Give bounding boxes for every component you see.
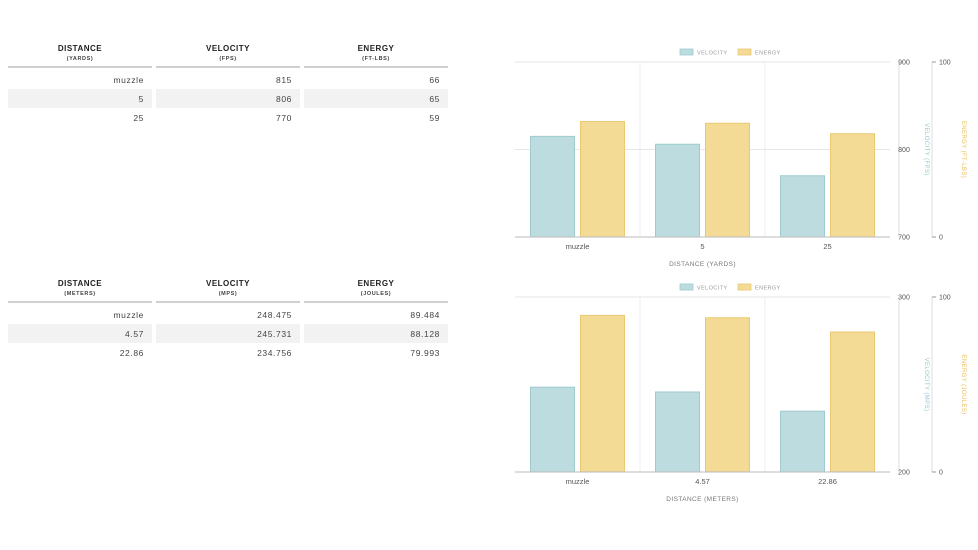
table-cell: 248.475: [257, 309, 292, 320]
table-row: muzzle 815 66: [8, 68, 448, 89]
energy-tick-label: 0: [939, 235, 943, 242]
legend-label-energy: ENERGY: [755, 51, 781, 57]
table-cell: 22.86: [119, 347, 144, 358]
legend: VELOCITY ENERGY: [679, 48, 781, 57]
table-cell: 88.128: [304, 324, 448, 343]
legend-label-velocity: VELOCITY: [697, 286, 727, 292]
bar-velocity: [780, 175, 825, 238]
bar-energy: [830, 133, 875, 238]
bar-velocity: [530, 135, 575, 238]
energy-axis-title: ENERGY (JOULES): [960, 354, 966, 414]
x-axis-title: DISTANCE (METERS): [666, 496, 738, 503]
table-row: 5 806 65: [8, 89, 448, 108]
velocity-tick-label: 900: [898, 60, 910, 67]
legend: VELOCITY ENERGY: [679, 283, 781, 292]
column-header-velocity: VELOCITY (MPS): [156, 279, 300, 303]
table-cell: 245.731: [156, 324, 300, 343]
column-header-velocity: VELOCITY (FPS): [156, 44, 300, 68]
x-tick-label: 4.57: [695, 477, 710, 486]
legend-swatch-energy: [737, 283, 752, 291]
velocity-axis-title: VELOCITY (MPS): [923, 358, 929, 412]
legend-swatch-velocity: [679, 48, 694, 56]
data-table: DISTANCE (METERS) VELOCITY (MPS) ENERGY (JO…: [4, 279, 452, 362]
x-axis-title: DISTANCE (YARDS): [669, 261, 736, 268]
chart-yards: VELOCITY ENERGY muzzle 5 25 700 800 900 VELOCITY…: [490, 40, 978, 270]
legend-swatch-velocity: [679, 283, 694, 291]
table-cell: 770: [276, 112, 292, 123]
chart-meters: VELOCITY ENERGY muzzle 4.57 22.86 200 300 VELOC…: [490, 275, 978, 505]
velocity-tick-label: 300: [898, 295, 910, 302]
table-cell: 65: [304, 89, 448, 108]
bar-chart-svg: VELOCITY ENERGY muzzle 5 25 700 800 900 VELOCITY…: [515, 48, 966, 268]
table-row: 4.57 245.731 88.128: [8, 324, 448, 343]
bar-velocity: [655, 143, 700, 238]
bar-energy: [580, 121, 625, 238]
table-cell: 66: [429, 74, 440, 85]
column-header-distance: DISTANCE (YARDS): [8, 44, 152, 68]
legend-label-energy: ENERGY: [755, 286, 781, 292]
bar-energy: [580, 314, 625, 473]
table-cell: 4.57: [8, 324, 152, 343]
bar-energy: [705, 317, 750, 473]
bar-velocity: [780, 410, 825, 473]
table-header-row: DISTANCE (METERS) VELOCITY (MPS) ENERGY (JO…: [8, 279, 448, 303]
bar-energy: [705, 122, 750, 238]
x-tick-label: 22.86: [818, 477, 837, 486]
table-cell: 806: [156, 89, 300, 108]
bar-chart-svg: VELOCITY ENERGY muzzle 4.57 22.86 200 300 VELOC…: [515, 283, 966, 503]
ballistics-table-meters: DISTANCE (METERS) VELOCITY (MPS) ENERGY (JO…: [8, 279, 448, 362]
table-cell: muzzle: [113, 74, 144, 85]
table-cell: 25: [133, 112, 144, 123]
energy-tick-label: 100: [939, 60, 951, 67]
table-header-row: DISTANCE (YARDS) VELOCITY (FPS) ENERGY (FT-…: [8, 44, 448, 68]
bar-energy: [830, 331, 875, 473]
table-cell: 59: [429, 112, 440, 123]
energy-axis-title: ENERGY (FT-LBS): [960, 121, 966, 178]
table-row: muzzle 248.475 89.484: [8, 303, 448, 324]
velocity-axis-title: VELOCITY (FPS): [923, 123, 929, 176]
legend-swatch-energy: [737, 48, 752, 56]
velocity-tick-label: 200: [898, 470, 910, 477]
x-tick-label: 5: [700, 242, 704, 251]
bar-velocity: [655, 391, 700, 473]
velocity-tick-label: 800: [898, 147, 910, 154]
velocity-tick-label: 700: [898, 235, 910, 242]
table-cell: 5: [8, 89, 152, 108]
table-cell: 234.756: [257, 347, 292, 358]
energy-tick-label: 100: [939, 295, 951, 302]
table-row: 25 770 59: [8, 108, 448, 127]
column-header-distance: DISTANCE (METERS): [8, 279, 152, 303]
table-cell: muzzle: [113, 309, 144, 320]
bar-velocity: [530, 386, 575, 473]
table-row: 22.86 234.756 79.993: [8, 343, 448, 362]
ballistics-table-yards: DISTANCE (YARDS) VELOCITY (FPS) ENERGY (FT-…: [8, 44, 448, 127]
table-cell: 79.993: [410, 347, 440, 358]
column-header-energy: ENERGY (JOULES): [304, 279, 448, 303]
column-header-energy: ENERGY (FT-LBS): [304, 44, 448, 68]
x-tick-label: muzzle: [566, 477, 590, 486]
x-tick-label: muzzle: [566, 242, 590, 251]
table-cell: 815: [276, 74, 292, 85]
table-cell: 89.484: [410, 309, 440, 320]
energy-tick-label: 0: [939, 470, 943, 477]
legend-label-velocity: VELOCITY: [697, 51, 727, 57]
data-table: DISTANCE (YARDS) VELOCITY (FPS) ENERGY (FT-…: [4, 44, 452, 127]
x-tick-label: 25: [823, 242, 831, 251]
